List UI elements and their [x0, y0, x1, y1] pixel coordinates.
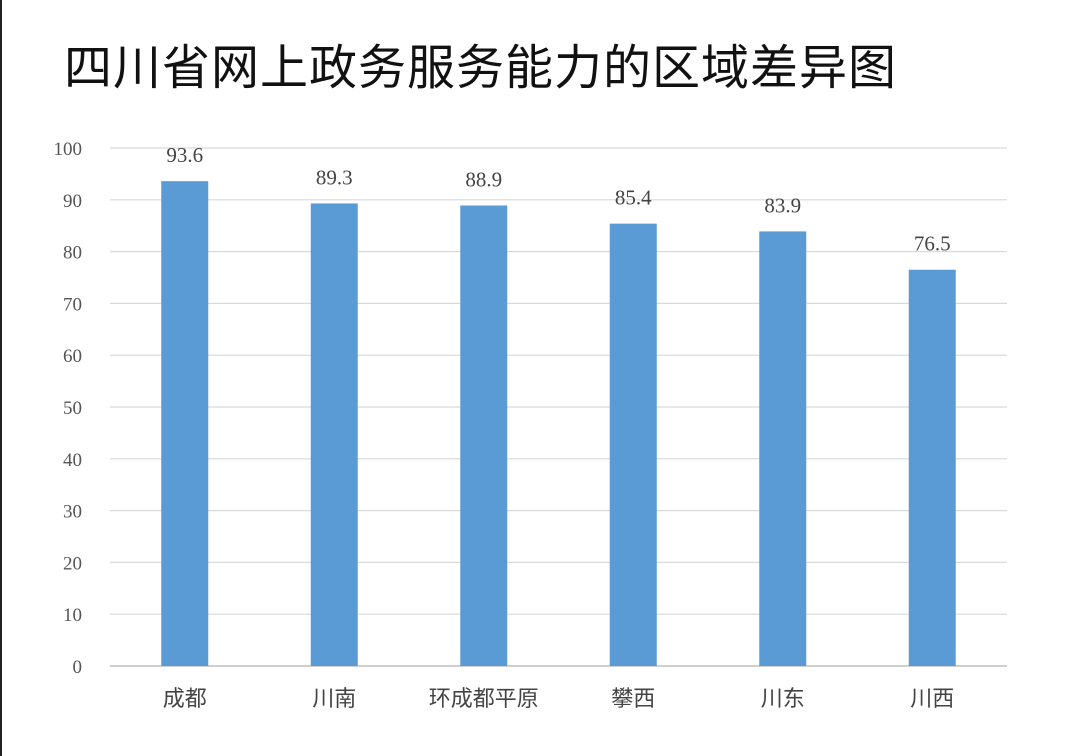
category-label: 攀西 [611, 687, 655, 712]
data-label: 85.4 [615, 186, 652, 210]
category-label: 川东 [761, 687, 805, 712]
data-labels: 93.6 89.3 88.9 85.4 83.9 76.5 [166, 143, 950, 256]
y-tick-label: 0 [73, 657, 83, 678]
category-label: 环成都平原 [429, 687, 539, 712]
y-tick-label: 50 [63, 398, 82, 419]
y-tick-label: 40 [63, 450, 82, 471]
y-tick-label: 20 [63, 553, 82, 574]
y-tick-label: 90 [63, 191, 82, 212]
gridlines [110, 147, 1007, 667]
bar [759, 231, 807, 666]
category-label: 成都 [163, 687, 207, 712]
data-label: 89.3 [316, 165, 353, 189]
y-tick-label: 60 [63, 346, 82, 367]
bar [609, 223, 657, 667]
bar [310, 203, 358, 666]
bar [161, 181, 209, 667]
y-tick-label: 10 [63, 605, 82, 626]
chart-title: 四川省网上政务服务能力的区域差异图 [64, 40, 898, 96]
data-label: 88.9 [465, 167, 502, 191]
x-axis-categories: 成都 川南 环成都平原 攀西 川东 川西 [163, 687, 955, 712]
y-tick-label: 30 [63, 502, 82, 523]
category-label: 川南 [312, 687, 356, 712]
bar [460, 205, 508, 667]
data-label: 76.5 [914, 232, 951, 256]
bars [161, 181, 956, 667]
y-tick-label: 70 [63, 294, 82, 315]
data-label: 93.6 [166, 143, 203, 167]
category-label: 川西 [910, 687, 954, 712]
data-label: 83.9 [764, 193, 801, 217]
bar [908, 269, 956, 666]
y-axis-ticks: 0 10 20 30 40 50 60 70 80 90 100 [54, 139, 83, 678]
y-tick-label: 80 [63, 243, 82, 264]
y-tick-label: 100 [54, 139, 83, 160]
